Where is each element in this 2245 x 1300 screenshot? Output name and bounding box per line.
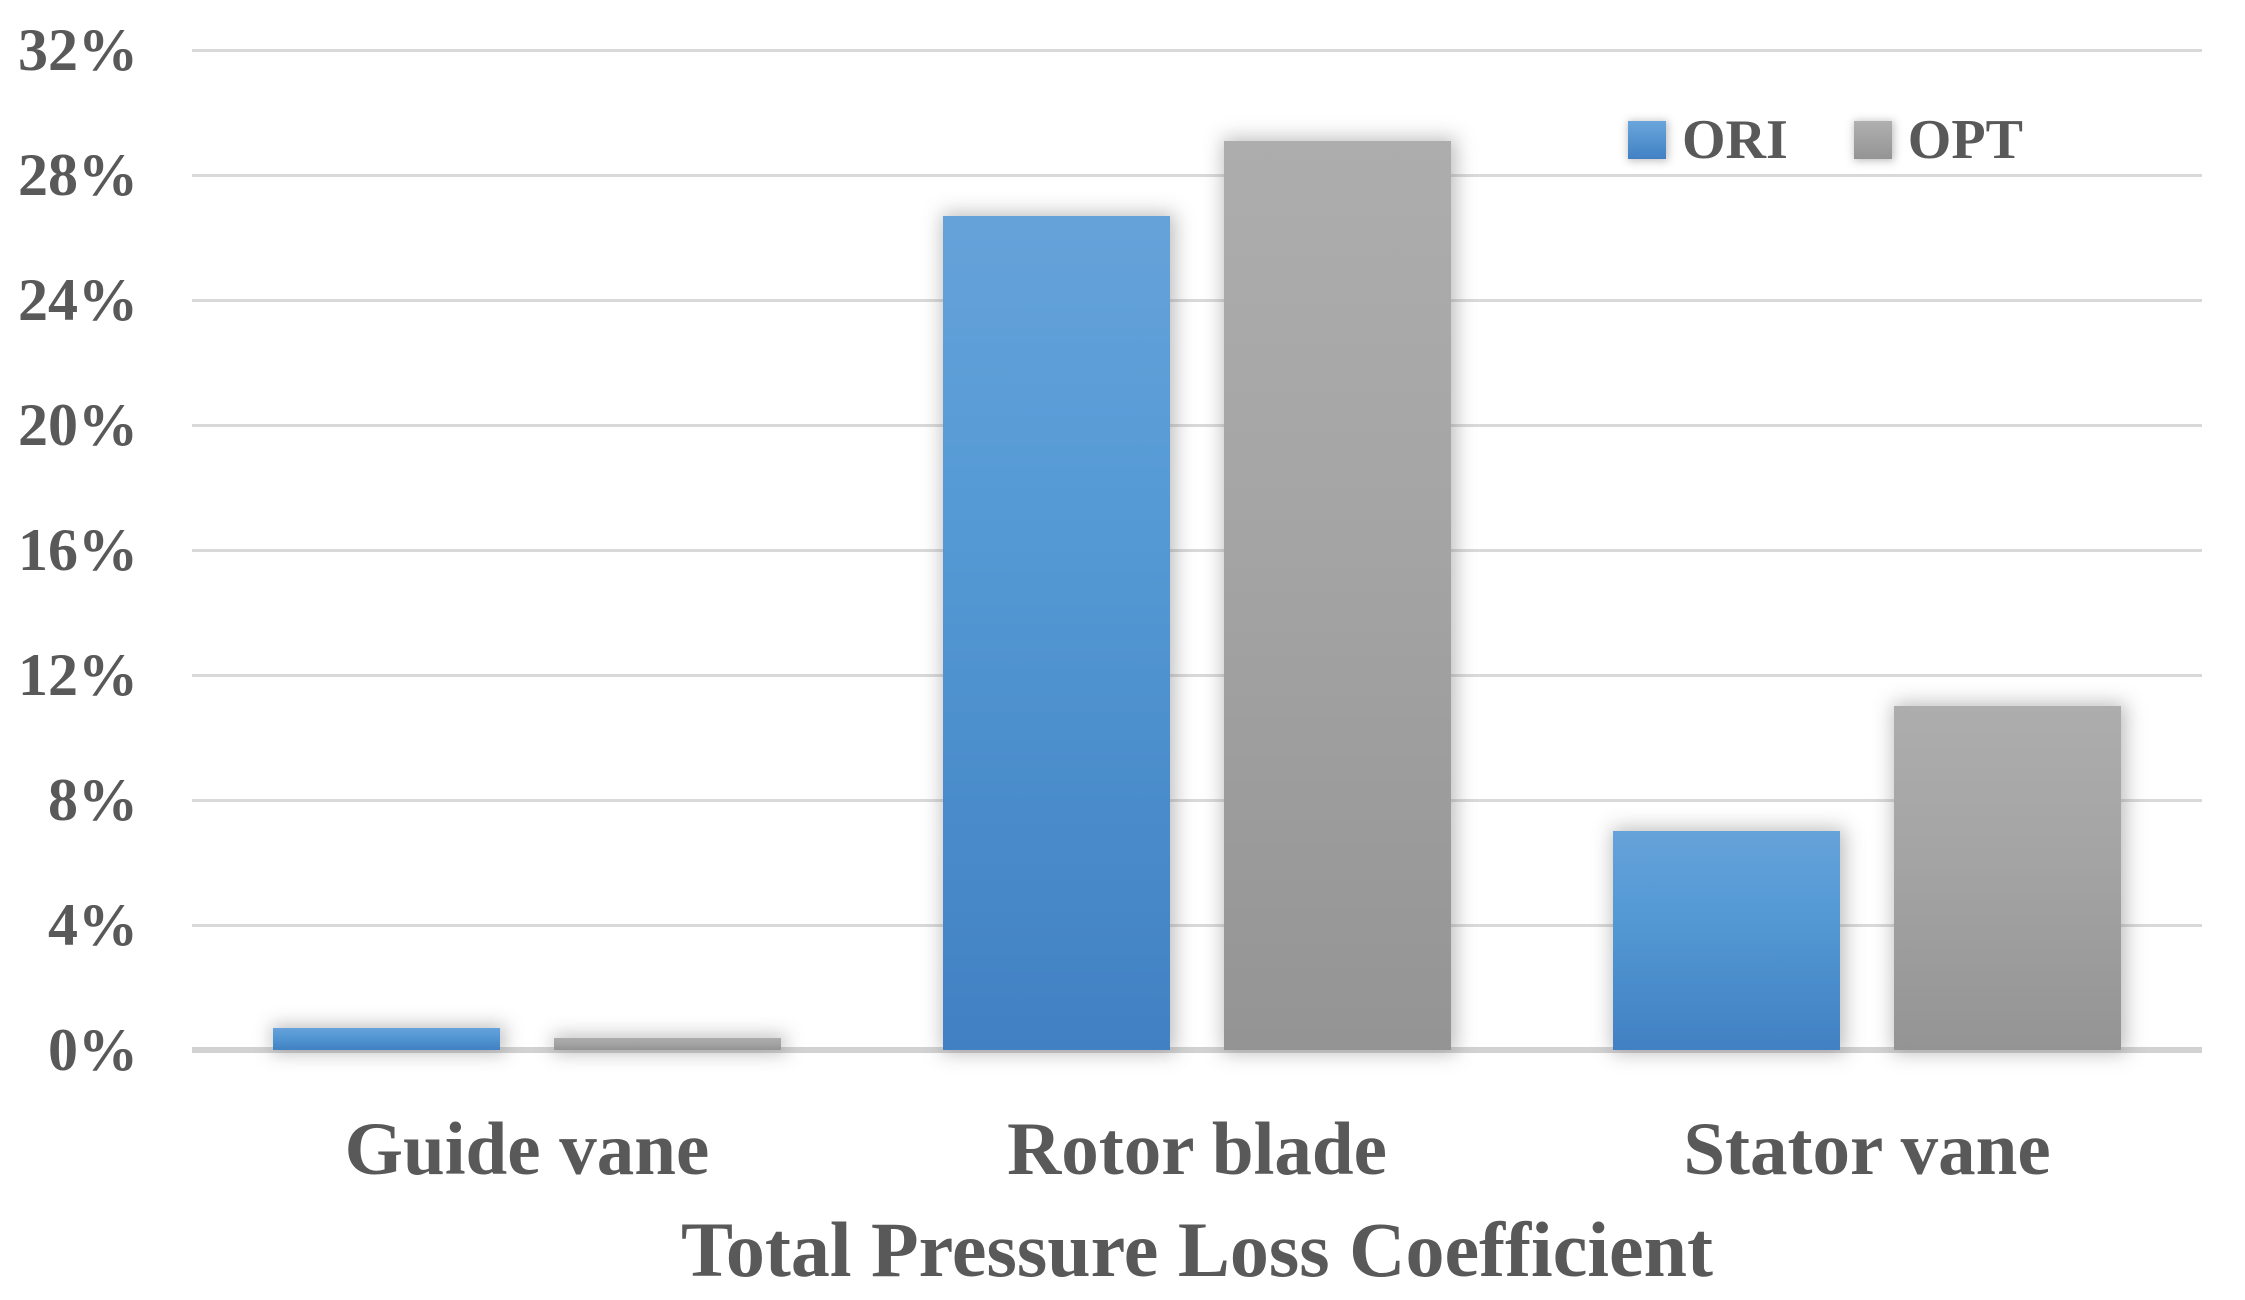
gridline-8% — [192, 798, 2202, 802]
y-tick-label: 8% — [48, 767, 138, 833]
y-tick-label: 12% — [18, 642, 138, 708]
bar-ori-stator-vane — [1613, 831, 1840, 1050]
gridline-32% — [192, 48, 2202, 52]
y-tick-label: 32% — [18, 17, 138, 83]
bar-ori-rotor-blade — [943, 215, 1170, 1050]
category-label-guide-vane: Guide vane — [344, 1108, 710, 1191]
category-label-rotor-blade: Rotor blade — [1007, 1108, 1387, 1191]
x-axis-title: Total Pressure Loss Coefficient — [681, 1206, 1713, 1293]
y-tick-label: 28% — [18, 142, 138, 208]
gridline-4% — [192, 923, 2202, 927]
legend-label-ori: ORI — [1682, 109, 1788, 171]
x-axis-baseline — [192, 1047, 2202, 1053]
gridline-12% — [192, 673, 2202, 677]
bar-ori-guide-vane — [273, 1028, 500, 1050]
y-tick-label: 4% — [48, 892, 138, 958]
legend-swatch-opt — [1853, 121, 1892, 159]
y-tick-label: 24% — [18, 267, 138, 333]
y-tick-label: 16% — [18, 517, 138, 583]
bar-opt-stator-vane — [1894, 706, 2121, 1050]
gridline-28% — [192, 173, 2202, 177]
chart-legend: ORI OPT — [1628, 108, 2023, 172]
gridline-16% — [192, 548, 2202, 552]
legend-entry-ori: ORI — [1628, 108, 1788, 172]
legend-entry-opt: OPT — [1853, 108, 2023, 172]
bar-opt-guide-vane — [554, 1037, 781, 1050]
category-label-stator-vane: Stator vane — [1683, 1108, 2051, 1191]
gridline-24% — [192, 298, 2202, 302]
y-tick-label: 20% — [18, 392, 138, 458]
gridline-20% — [192, 423, 2202, 427]
y-tick-label: 0% — [48, 1017, 138, 1083]
bar-opt-rotor-blade — [1224, 140, 1451, 1050]
legend-swatch-ori — [1628, 121, 1666, 159]
legend-label-opt: OPT — [1907, 109, 2023, 171]
